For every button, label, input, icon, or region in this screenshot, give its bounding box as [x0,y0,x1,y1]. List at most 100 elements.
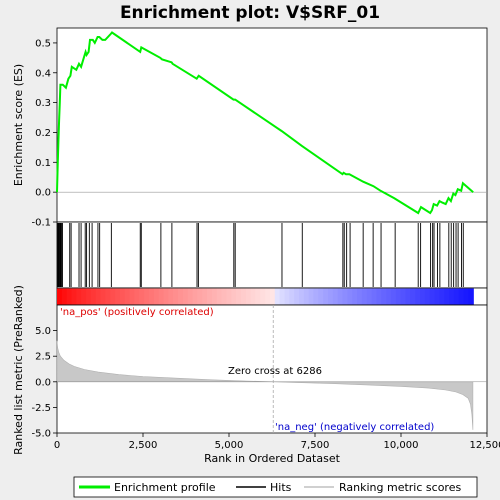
legend-enrichment-label: Enrichment profile [114,481,216,494]
es-axis-label: Enrichment score (ES) [12,64,25,186]
gradient-segment [347,288,353,305]
gradient-segment [153,288,160,305]
x-tick-label: 7,500 [301,440,330,451]
rank-y-axis: -5.0 -2.5 0.0 2.5 5.0 [31,326,57,440]
gradient-segment [250,288,257,305]
gradient-segment [376,288,382,305]
gradient-segment [124,288,131,305]
gradient-segment [313,288,319,305]
gradient-segment [265,288,271,305]
gradient-segment [86,288,92,305]
gradient-segment [449,288,455,305]
es-series [56,31,474,215]
gradient-segment [100,288,106,305]
gradient-segment [134,288,140,305]
chart-title: Enrichment plot: V$SRF_01 [120,3,380,23]
gradient-segment [255,288,261,305]
gradient-segment [269,288,276,305]
es-ytick-label: 0.5 [35,38,51,49]
gradient-segment [240,288,247,305]
gradient-segment [260,288,266,305]
x-tick-label: 12,500 [470,440,500,451]
gradient-segment [221,288,227,305]
es-ytick-label: 0.2 [35,128,51,139]
zero-cross-label: Zero cross at 6286 [228,366,322,377]
gradient-segment [226,288,232,305]
gradient-segment [76,288,82,305]
rank-panel-frame [56,304,488,434]
gradient-segment [71,288,77,305]
legend-frame [73,476,478,498]
gradient-segment [439,288,445,305]
gradient-segment [236,288,242,305]
gradient-segment [187,288,194,305]
ranking-metric-scores [56,340,474,430]
gradient-segment [66,288,73,305]
rank-ytick-label: 0.0 [35,377,51,388]
rank-ytick-label: 2.5 [35,352,51,363]
x-tick-label: 10,000 [384,440,419,451]
legend-ranking-label: Ranking metric scores [339,481,461,494]
es-ytick-label: 0.1 [35,158,51,169]
gradient-segment [207,288,213,305]
rank-axis-label: Ranked list metric (PreRanked) [12,285,25,455]
gradient-segment [444,288,450,305]
gradient-segment [197,288,203,305]
gradient-segment [245,288,252,305]
es-ytick-label: 0.4 [35,68,51,79]
gradient-segment [318,288,324,305]
gradient-segment [395,288,402,305]
hit-marks [56,223,464,287]
gradient-segment [173,288,179,305]
x-tick-label: 5,000 [215,440,244,451]
hits-panel [56,221,488,289]
gradient-segment [57,288,63,305]
gradient-segment [90,288,97,305]
x-axis: 0 2,500 5,000 7,500 10,000 12,500 [54,433,500,451]
gradient-segment [129,288,136,305]
rank-ytick-label: -2.5 [31,403,51,414]
gradient-segment [231,288,237,305]
gradient-segment [381,288,387,305]
es-ytick-label: 0.3 [35,98,51,109]
gradient-segment [110,288,116,305]
gradient-segment [105,288,111,305]
gradient-segment [332,288,339,305]
gradient-segment [458,288,465,305]
gradient-segment [323,288,329,305]
positive-correlation-label: 'na_pos' (positively correlated) [60,307,214,318]
hits-panel-frame [56,221,488,289]
gradient-segment [192,288,198,305]
gradient-segment [274,288,281,305]
gradient-segment [390,288,397,305]
x-axis-label: Rank in Ordered Dataset [204,452,341,465]
rank-metric-panel: -5.0 -2.5 0.0 2.5 5.0 0 2,500 5,000 7,500 10,000… [31,304,500,451]
enrichment-profile-line [56,31,474,215]
gradient-segment [410,288,416,305]
gradient-segment [299,288,305,305]
gradient-segment [371,288,378,305]
gradient-segment [168,288,174,305]
gradient-segment [415,288,421,305]
legend: Enrichment profile Hits Ranking metric s… [73,476,478,498]
es-ytick-label: -0.1 [31,218,51,229]
gradient-segment [144,288,150,305]
gradient-segment [279,288,286,305]
gradient-segment [61,288,68,305]
negative-correlation-label: 'na_neg' (negatively correlated) [275,422,434,433]
gradient-segment [139,288,145,305]
gradient-segment [386,288,392,305]
gradient-segment [294,288,300,305]
gradient-segment [434,288,440,305]
gradient-segment [337,288,344,305]
gradient-segment [95,288,102,305]
gradient-segment [202,288,208,305]
gradient-segment [216,288,223,305]
rank-ytick-label: 5.0 [35,326,51,337]
x-tick-label: 0 [54,440,60,451]
gradient-segment [361,288,368,305]
gradient-segment [284,288,290,305]
gradient-segment [463,288,469,305]
gradient-segment [366,288,373,305]
gradient-segment [289,288,295,305]
